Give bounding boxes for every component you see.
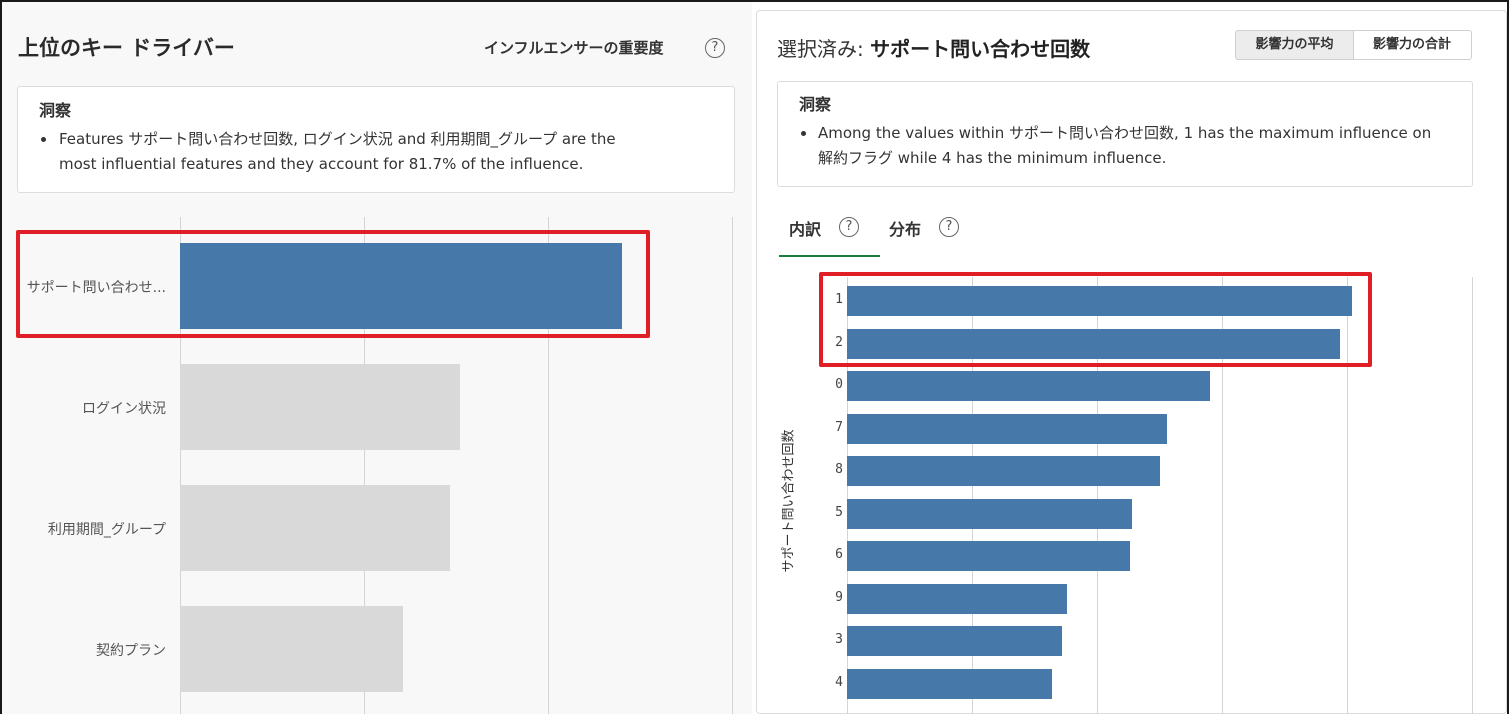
bullet-dot [41,137,46,142]
value-bar[interactable] [847,583,1067,614]
selected-driver-panel: 選択済み: サポート問い合わせ回数 影響力の平均 影響力の合計 洞察 Among… [756,10,1507,714]
value-bar[interactable] [847,498,1132,529]
insight-line-1: Among the values within サポート問い合わせ回数, 1 h… [818,124,1432,142]
gridline [1222,277,1223,714]
tab-breakdown[interactable]: 内訳 [789,220,822,239]
gridline [364,217,365,714]
bullet-dot [801,131,806,136]
help-icon[interactable]: ? [839,217,859,237]
value-label: 8 [835,462,843,477]
highlight-box [819,272,1372,367]
total-influence-toggle[interactable]: 影響力の合計 [1353,30,1472,60]
value-bar[interactable] [847,541,1130,571]
value-bar[interactable] [847,286,1352,316]
insight-title: 洞察 [799,95,832,114]
value-bar[interactable] [847,371,1210,401]
value-bar[interactable] [847,668,1052,699]
key-drivers-panel: 上位のキー ドライバー インフルエンサーの重要度 ? 洞察 Features サ… [2,2,752,714]
insight-card: 洞察 Features サポート問い合わせ回数, ログイン状況 and 利用期間… [17,86,735,193]
driver-label[interactable]: ログイン状況 [82,401,166,417]
value-bar[interactable] [847,413,1167,444]
key-drivers-chart: サポート問い合わせ... ログイン状況利用期間_グループ契約プラン [2,217,742,714]
influencer-importance-label: インフルエンサーの重要度 [484,39,664,57]
selected-title: 選択済み: サポート問い合わせ回数 [777,33,1090,62]
value-bar[interactable] [847,456,1160,486]
help-icon[interactable]: ? [705,38,725,58]
tab-distribution[interactable]: 分布 [889,220,922,239]
driver-bar[interactable] [180,364,460,450]
active-tab-indicator [779,255,880,257]
driver-label[interactable]: 利用期間_グループ [47,522,166,538]
gridline [1472,277,1473,714]
value-bar[interactable] [847,626,1062,656]
value-label: 2 [835,334,843,350]
gridline [1347,277,1348,714]
driver-bar[interactable] [180,243,622,329]
insight-card: 洞察 Among the values within サポート問い合わせ回数, … [777,81,1473,187]
value-label: 6 [835,547,843,562]
gridline [732,217,733,714]
driver-bar[interactable] [180,485,451,571]
gridline [548,217,549,714]
insight-line-1: Features サポート問い合わせ回数, ログイン状況 and 利用期間_グル… [59,130,616,148]
value-bar[interactable] [847,328,1340,359]
help-icon[interactable]: ? [939,217,959,237]
breakdown-chart: 1 2 0 7 8 5 6 9 3 4 [757,11,1508,714]
value-label: 0 [835,377,843,392]
value-label: 4 [835,674,843,690]
driver-label[interactable]: 契約プラン [96,643,166,659]
gridline [847,277,848,714]
value-label: 5 [835,504,843,520]
selected-value: サポート問い合わせ回数 [870,37,1091,61]
value-label: 7 [835,419,843,435]
selected-prefix: 選択済み: [777,37,871,61]
insight-line-2: 解約フラグ while 4 has the minimum influence. [818,149,1167,167]
gridline [972,277,973,714]
value-label: 1 [835,292,843,307]
gridline [1097,277,1098,714]
insight-line-2: most influential features and they accou… [59,155,584,173]
value-label: 9 [835,589,843,605]
gridline [180,217,181,714]
key-drivers-title: 上位のキー ドライバー [18,36,235,60]
average-influence-toggle[interactable]: 影響力の平均 [1235,30,1354,60]
insight-title: 洞察 [39,101,72,120]
driver-label[interactable]: サポート問い合わせ... [26,280,166,296]
driver-bar[interactable] [180,606,403,692]
value-label: 3 [835,632,843,647]
highlight-box [16,230,650,338]
